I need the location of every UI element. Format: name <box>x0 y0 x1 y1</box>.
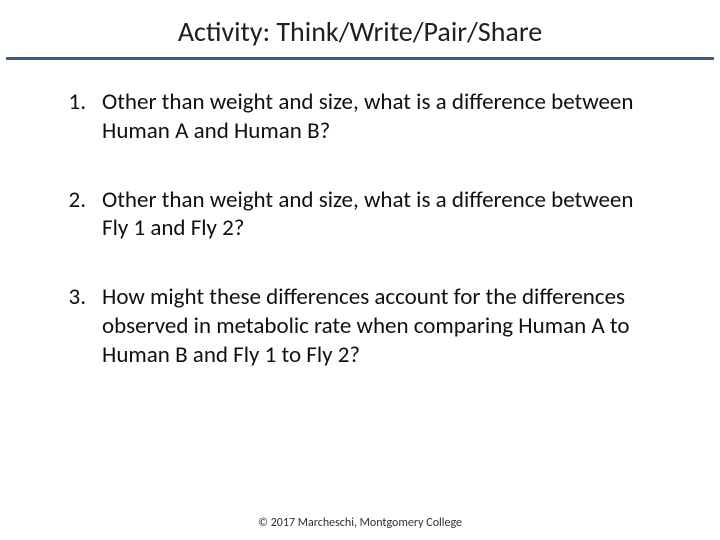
item-number: 1. <box>56 88 102 146</box>
list-item: 2. Other than weight and size, what is a… <box>56 186 664 244</box>
item-text: Other than weight and size, what is a di… <box>102 88 664 146</box>
question-list: 1. Other than weight and size, what is a… <box>0 60 720 369</box>
item-number: 3. <box>56 283 102 369</box>
copyright-footer: © 2017 Marcheschi, Montgomery College <box>0 516 720 530</box>
page-title: Activity: Think/Write/Pair/Share <box>0 0 720 57</box>
item-number: 2. <box>56 186 102 244</box>
list-item: 1. Other than weight and size, what is a… <box>56 88 664 146</box>
item-text: How might these differences account for … <box>102 283 664 369</box>
item-text: Other than weight and size, what is a di… <box>102 186 664 244</box>
list-item: 3. How might these differences account f… <box>56 283 664 369</box>
